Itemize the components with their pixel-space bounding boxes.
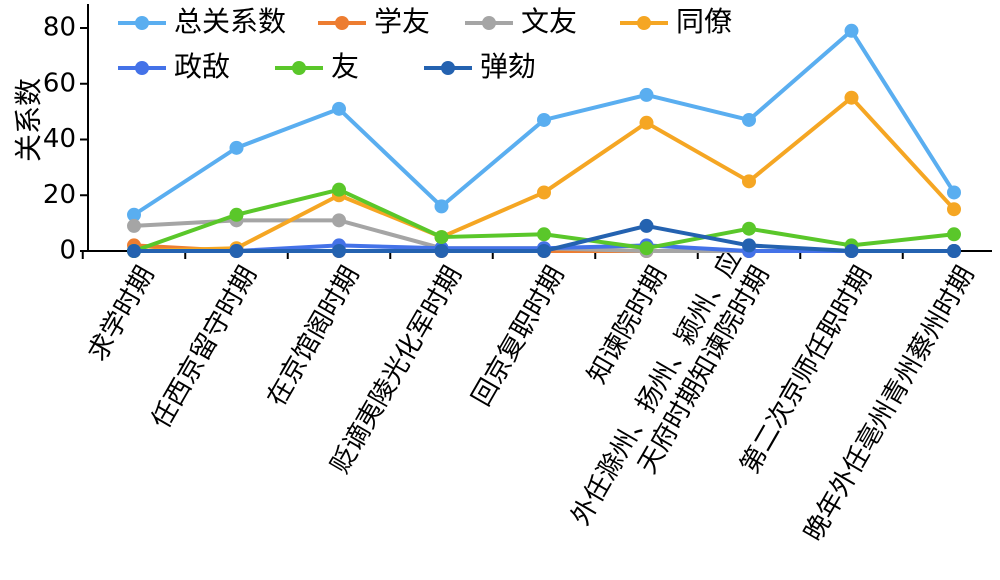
data-point: [537, 112, 551, 127]
data-point: [639, 87, 654, 102]
legend-label: 文友: [521, 5, 577, 38]
legend-item: 总关系数: [118, 5, 286, 38]
data-point: [229, 207, 244, 222]
data-point: [332, 213, 346, 228]
legend-label: 政敌: [174, 50, 230, 83]
legend-swatch-marker: [135, 61, 149, 75]
y-tick-label: 20: [43, 180, 76, 210]
y-tick-label: 80: [43, 13, 76, 43]
y-tick-label: 40: [43, 124, 76, 154]
data-point: [742, 221, 756, 236]
x-tick-label-line: 回京复职时期: [467, 261, 571, 411]
data-point: [947, 202, 961, 217]
x-tick-label: 在京馆阁时期: [262, 261, 366, 411]
series-6: [127, 182, 961, 258]
data-point: [844, 23, 859, 38]
data-point: [332, 101, 346, 116]
data-point: [947, 185, 961, 200]
x-tick-label-line: 在京馆阁时期: [262, 261, 366, 411]
x-tick-label-line: 求学时期: [83, 261, 161, 366]
legend-swatch-marker: [335, 16, 349, 30]
data-point: [332, 244, 346, 258]
data-point: [537, 227, 551, 242]
legend-swatch-marker: [135, 16, 149, 30]
legend-swatch-marker: [482, 16, 496, 30]
data-point: [639, 241, 654, 256]
y-tick-label: 0: [59, 236, 76, 266]
data-point: [434, 244, 449, 258]
legend-label: 弹劾: [480, 50, 536, 83]
legend-item: 政敌: [118, 50, 230, 83]
y-tick-label: 60: [43, 68, 76, 98]
data-point: [742, 174, 756, 189]
legend-item: 学友: [318, 5, 430, 38]
series-layer: [127, 23, 961, 258]
data-point: [332, 182, 346, 197]
y-ticks: 0 20 40 60 80: [43, 13, 88, 266]
data-point: [127, 207, 141, 222]
x-tick-label: 任西京留守时期: [146, 261, 263, 434]
series-7: [127, 218, 961, 258]
data-point: [229, 244, 244, 258]
legend-label: 同僚: [676, 5, 732, 38]
x-tick-label: 回京复职时期: [467, 261, 571, 411]
data-point: [947, 244, 961, 258]
legend-item: 友: [275, 50, 359, 83]
data-point: [742, 238, 756, 253]
series-1: [127, 23, 961, 222]
data-point: [844, 90, 859, 105]
legend-label: 友: [331, 50, 359, 83]
legend-item: 文友: [465, 5, 577, 38]
data-point: [127, 218, 141, 233]
x-tick-label-line: 任西京留守时期: [146, 261, 263, 434]
x-tick-label: 求学时期: [83, 261, 161, 366]
data-point: [434, 230, 449, 245]
legend-label: 总关系数: [174, 5, 286, 38]
legend-swatch-marker: [441, 61, 455, 75]
data-point: [844, 244, 859, 258]
data-point: [742, 112, 756, 127]
y-axis-title: 关系数: [12, 78, 45, 162]
data-point: [229, 140, 244, 155]
data-point: [127, 244, 141, 258]
x-tick-label: 晚年外任亳州青州蔡州时期: [799, 261, 981, 546]
data-point: [639, 115, 654, 130]
legend-swatch-marker: [637, 16, 651, 30]
data-point: [434, 199, 449, 214]
data-point: [537, 185, 551, 200]
legend-item: 同僚: [620, 5, 732, 38]
data-point: [537, 244, 551, 258]
legend-swatch-marker: [292, 61, 306, 75]
x-tick-label-line: 晚年外任亳州青州蔡州时期: [799, 261, 981, 546]
data-point: [639, 218, 654, 233]
data-point: [947, 227, 961, 242]
legend-label: 学友: [374, 5, 430, 38]
legend-item: 弹劾: [424, 50, 536, 83]
